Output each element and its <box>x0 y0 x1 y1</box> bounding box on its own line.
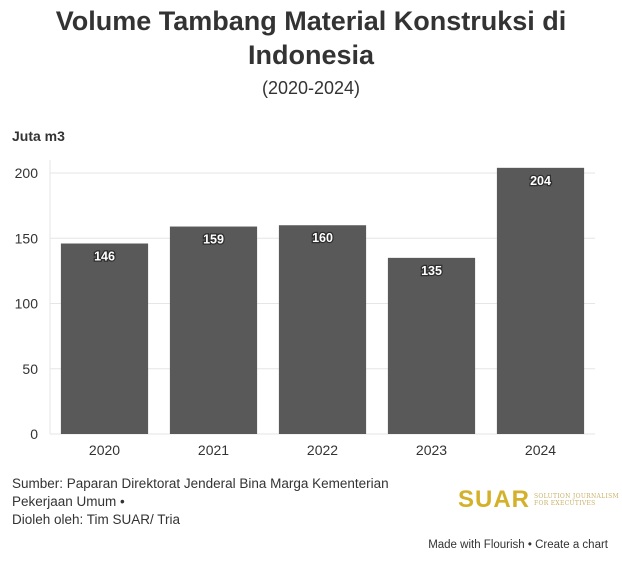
data-label-2022: 160 <box>312 231 333 245</box>
made-with-flourish-link[interactable]: Made with Flourish <box>428 539 525 551</box>
logo-tagline-1: Solution Journalism <box>534 493 619 500</box>
y-tick-label: 150 <box>15 230 39 246</box>
bar-2021 <box>169 226 258 434</box>
source-note: Sumber: Paparan Direktorat Jenderal Bina… <box>12 475 442 529</box>
y-axis-label: Juta m3 <box>12 128 65 144</box>
y-tick-label: 200 <box>15 165 39 181</box>
footer-separator: • <box>524 539 536 551</box>
y-tick-label: 100 <box>15 296 39 312</box>
bar-2022 <box>278 225 367 434</box>
data-label-2021: 159 <box>203 233 224 247</box>
bar-2020 <box>60 243 149 434</box>
create-chart-link[interactable]: Create a chart <box>535 539 608 551</box>
bar-2023 <box>387 257 476 434</box>
x-tick-label-2020: 2020 <box>89 442 120 458</box>
chart-subtitle: (2020-2024) <box>261 78 361 98</box>
chart-title: Volume Tambang Material Konstruksi di In… <box>55 6 567 70</box>
logo-wordmark: SUAR <box>458 486 531 513</box>
flourish-footer: Made with Flourish • Create a chart <box>428 539 608 551</box>
y-tick-label: 50 <box>22 361 38 377</box>
x-tick-label-2023: 2023 <box>416 442 447 458</box>
x-tick-label-2021: 2021 <box>198 442 229 458</box>
source-line-3: Dioleh oleh: Tim SUAR/ Tria <box>12 512 181 527</box>
bar-2024 <box>496 167 585 435</box>
logo-tagline-2: for Executives <box>534 500 596 507</box>
data-label-2020: 146 <box>94 250 115 264</box>
source-line-1: Sumber: Paparan Direktorat Jenderal Bina… <box>12 476 389 491</box>
x-tick-label-2024: 2024 <box>525 442 556 458</box>
logo-tagline: Solution Journalism for Executives <box>534 493 619 507</box>
suar-logo: SUAR Solution Journalism for Executives <box>458 486 619 514</box>
x-tick-label-2022: 2022 <box>307 442 338 458</box>
data-label-2023: 135 <box>421 264 442 278</box>
bar-chart: 0 50 100 150 200 146 2020 159 2021 160 2022 135 2023… <box>15 160 595 458</box>
source-line-2: Pekerjaan Umum • <box>12 494 125 509</box>
y-tick-label: 0 <box>30 426 38 442</box>
data-label-2024: 204 <box>530 174 551 188</box>
